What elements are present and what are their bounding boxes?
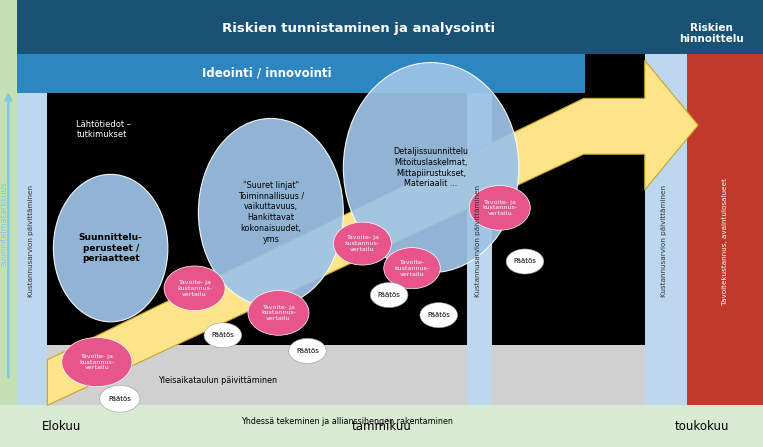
Ellipse shape [288, 338, 327, 363]
Ellipse shape [469, 186, 530, 230]
Text: Kustannusarvion päivittäminen: Kustannusarvion päivittäminen [661, 186, 667, 297]
Ellipse shape [370, 283, 408, 308]
Ellipse shape [343, 63, 519, 273]
Text: Päätös: Päätös [427, 312, 450, 318]
Ellipse shape [204, 323, 242, 348]
Text: Päätös: Päätös [296, 348, 319, 354]
Text: Kustannusarvion päivittäminen: Kustannusarvion päivittäminen [475, 186, 481, 297]
Text: Päätös: Päätös [211, 332, 234, 338]
Text: Elokuu: Elokuu [42, 420, 82, 433]
Text: suunnitelmatarkkuus: suunnitelmatarkkuus [0, 181, 9, 266]
Text: toukokuu: toukokuu [674, 420, 729, 433]
FancyBboxPatch shape [17, 93, 645, 405]
Ellipse shape [506, 249, 544, 274]
Ellipse shape [164, 266, 225, 311]
FancyBboxPatch shape [17, 0, 763, 54]
Ellipse shape [333, 222, 391, 265]
Text: Yhdessä tekeminen ja allianssihengen rakentaminen: Yhdessä tekeminen ja allianssihengen rak… [241, 417, 453, 426]
Text: "Suuret linjat"
Toiminnallisuus /
vaikuttavuus,
Hankittavat
kokonaisuudet,
yms: "Suuret linjat" Toiminnallisuus / vaikut… [238, 181, 304, 244]
Text: Tavoitekustannus, avaintulosalueet: Tavoitekustannus, avaintulosalueet [722, 178, 728, 305]
Text: Tavoite- ja
kustannus-
vertailu: Tavoite- ja kustannus- vertailu [482, 199, 517, 216]
Ellipse shape [420, 303, 458, 328]
FancyBboxPatch shape [467, 93, 492, 405]
Text: Tavoite- ja
kustannus-
vertailu: Tavoite- ja kustannus- vertailu [79, 354, 114, 371]
FancyBboxPatch shape [0, 405, 763, 447]
Text: Ideointi / innovointi: Ideointi / innovointi [202, 67, 332, 80]
Text: Tavoite- ja
kustannus-
vertailu: Tavoite- ja kustannus- vertailu [345, 235, 380, 252]
Text: Yleisaikataulun päivittäminen: Yleisaikataulun päivittäminen [158, 376, 277, 385]
FancyBboxPatch shape [17, 93, 47, 405]
Ellipse shape [198, 118, 343, 306]
Text: Tavoite-
kustannus-
vertailu: Tavoite- kustannus- vertailu [394, 260, 430, 277]
Ellipse shape [62, 337, 132, 387]
Text: Päätös: Päätös [378, 292, 401, 298]
Text: Suunnittelu-
perusteet /
periaatteet: Suunnittelu- perusteet / periaatteet [79, 233, 143, 263]
Text: Päätös: Päätös [513, 258, 536, 265]
Ellipse shape [100, 385, 140, 412]
Ellipse shape [53, 174, 168, 322]
Text: Lähtötiedot –
tutkimukset: Lähtötiedot – tutkimukset [76, 120, 131, 139]
Text: Riskien
hinnoittelu: Riskien hinnoittelu [679, 23, 743, 44]
Text: tammikuu: tammikuu [352, 420, 411, 433]
Text: Riskien tunnistaminen ja analysointi: Riskien tunnistaminen ja analysointi [222, 21, 495, 35]
Ellipse shape [248, 291, 309, 335]
Ellipse shape [384, 248, 440, 289]
FancyBboxPatch shape [17, 345, 645, 405]
FancyBboxPatch shape [17, 54, 585, 93]
Text: Päätös: Päätös [108, 396, 131, 402]
FancyBboxPatch shape [687, 54, 763, 405]
FancyBboxPatch shape [645, 54, 687, 405]
Polygon shape [47, 60, 698, 405]
Text: Kustannusarvion päivittäminen: Kustannusarvion päivittäminen [27, 186, 34, 297]
Text: Tavoite- ja
kustannus-
vertailu: Tavoite- ja kustannus- vertailu [177, 280, 212, 297]
Text: Detaljissuunnittelu
Mitoituslaskelmat,
Mittapiirustukset,
Materiaalit ...: Detaljissuunnittelu Mitoituslaskelmat, M… [394, 147, 468, 188]
FancyBboxPatch shape [0, 0, 17, 405]
Text: Tavoite- ja
kustannus-
vertailu: Tavoite- ja kustannus- vertailu [261, 304, 296, 321]
